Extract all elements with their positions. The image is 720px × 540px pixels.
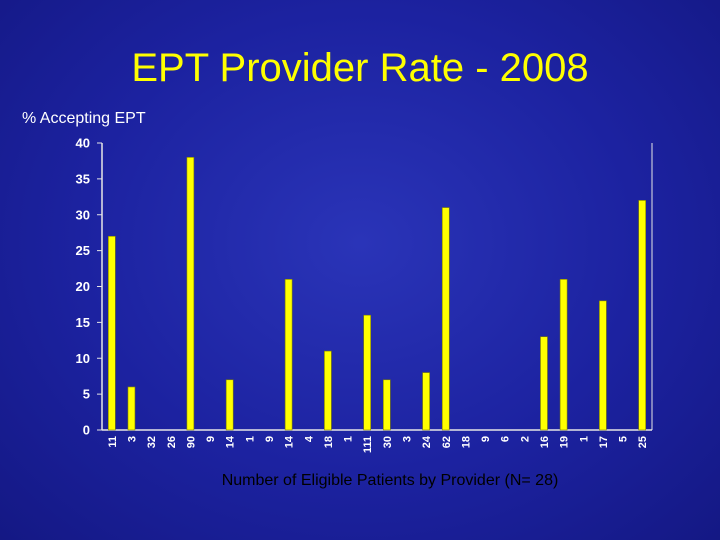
x-tick-label: 4 <box>303 435 315 442</box>
x-tick-label: 3 <box>401 436 413 442</box>
y-tick-label: 40 <box>76 136 90 151</box>
bar <box>540 336 548 431</box>
x-tick-label: 1 <box>578 436 590 442</box>
x-tick-label: 14 <box>225 435 237 448</box>
y-tick-label: 15 <box>76 315 90 330</box>
x-tick-label: 6 <box>500 436 512 442</box>
x-tick-label: 18 <box>323 436 335 448</box>
x-tick-label: 11 <box>107 436 119 448</box>
bar <box>559 279 568 431</box>
x-tick-label: 2 <box>519 436 531 442</box>
x-tick-label: 32 <box>146 436 158 448</box>
y-tick-label: 25 <box>76 243 90 258</box>
x-tick-label: 111 <box>362 436 374 453</box>
y-tick-label: 10 <box>76 351 90 366</box>
bar <box>108 235 116 431</box>
bar <box>599 300 607 431</box>
y-tick-label: 30 <box>76 207 90 222</box>
x-tick-label: 90 <box>185 436 197 448</box>
x-tick-label: 30 <box>382 436 394 448</box>
x-tick-label: 3 <box>126 436 138 442</box>
bar <box>284 279 293 431</box>
x-tick-label: 1 <box>343 436 355 442</box>
bar <box>225 379 234 431</box>
x-tick-label: 62 <box>441 436 453 448</box>
x-tick-label: 19 <box>559 436 571 448</box>
x-tick-label: 14 <box>284 435 296 448</box>
bar <box>422 372 430 431</box>
x-tick-label: 26 <box>166 436 178 448</box>
y-axis-label: % Accepting EPT <box>22 110 146 127</box>
y-tick-label: 20 <box>76 279 90 294</box>
x-tick-label: 5 <box>618 436 630 442</box>
bar <box>638 200 646 431</box>
x-tick-label: 24 <box>421 435 433 448</box>
y-tick-label: 0 <box>83 423 90 438</box>
x-tick-label: 1 <box>244 436 256 442</box>
x-tick-label: 9 <box>264 436 276 442</box>
x-tick-label: 16 <box>539 436 551 448</box>
y-tick-label: 35 <box>76 171 90 186</box>
y-tick-label: 5 <box>83 387 90 402</box>
bar <box>383 379 391 431</box>
bar <box>127 386 136 431</box>
bar <box>186 157 195 431</box>
x-tick-label: 18 <box>460 436 472 448</box>
bar <box>441 207 450 431</box>
x-tick-label: 9 <box>205 436 217 442</box>
bar <box>324 350 332 431</box>
x-tick-label: 17 <box>598 436 610 448</box>
x-tick-label: 9 <box>480 436 492 442</box>
bar <box>363 314 371 431</box>
chart-title: EPT Provider Rate - 2008 <box>131 46 589 90</box>
x-axis-label: Number of Eligible Patients by Provider … <box>221 472 559 489</box>
x-tick-label: 25 <box>637 436 649 448</box>
